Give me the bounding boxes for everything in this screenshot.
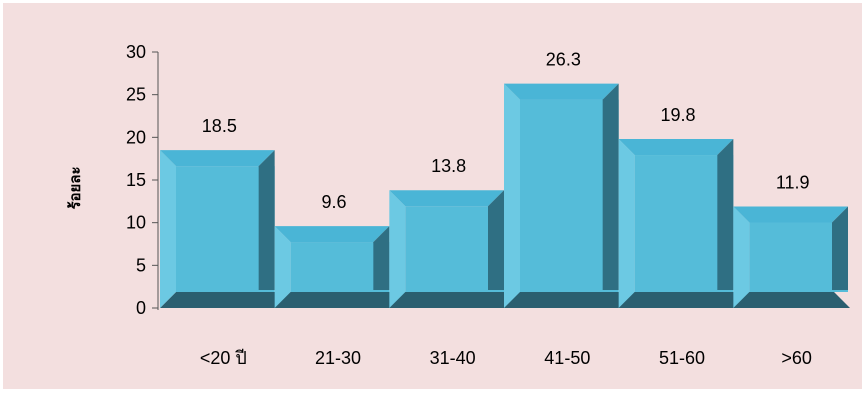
data-label: 13.8 [431, 156, 466, 176]
bar-side [733, 206, 750, 308]
data-label: 26.3 [546, 50, 581, 70]
bar-top [274, 226, 390, 243]
x-tick-label: <20 ปี [200, 348, 247, 368]
data-label: 9.6 [321, 192, 346, 212]
x-tick-label: >60 [781, 348, 812, 368]
bar-side [389, 190, 406, 308]
data-labels: 18.5 9.6 13.8 26.3 19.8 11.9 [202, 50, 810, 213]
bar-top [160, 150, 275, 167]
y-tick-label: 25 [126, 85, 146, 105]
y-tick-label: 0 [136, 298, 146, 318]
x-axis-ticks: <20 ปี 21-30 31-40 41-50 51-60 >60 [200, 348, 812, 368]
bar [176, 166, 275, 292]
y-axis: 0 5 10 15 20 25 30 [126, 42, 159, 318]
bar-shadow [258, 150, 275, 290]
data-label: 11.9 [776, 172, 810, 192]
x-tick-label: 31-40 [430, 348, 476, 368]
x-tick-label: 21-30 [315, 348, 361, 368]
y-tick-label: 30 [126, 42, 146, 62]
bar [520, 99, 619, 292]
data-label: 18.5 [202, 116, 237, 136]
bar-top [389, 190, 504, 207]
bar [749, 222, 848, 292]
bar-top [618, 139, 734, 156]
bar [405, 206, 504, 292]
x-tick-label: 51-60 [659, 348, 705, 368]
y-tick-label: 20 [126, 127, 146, 147]
y-tick-label: 15 [126, 170, 146, 190]
bar [290, 242, 390, 292]
bar-shadow [602, 83, 619, 290]
bar-shadow [373, 226, 390, 290]
bar-side [160, 150, 176, 308]
bar [634, 155, 734, 292]
bar-shadow [717, 139, 734, 290]
x-tick-label: 41-50 [544, 348, 590, 368]
bar-shadow [832, 206, 848, 290]
bar-side [274, 226, 291, 308]
bar-side [618, 139, 635, 308]
bars-layer [160, 83, 850, 308]
y-tick-label: 5 [136, 255, 146, 275]
bar-shadow [488, 190, 504, 290]
bar-top [733, 206, 848, 223]
bar-side [504, 83, 520, 308]
y-axis-label: ร้อยละ [67, 166, 84, 209]
y-tick-label: 10 [126, 213, 146, 233]
data-label: 19.8 [660, 105, 695, 125]
bar-top [504, 83, 619, 100]
